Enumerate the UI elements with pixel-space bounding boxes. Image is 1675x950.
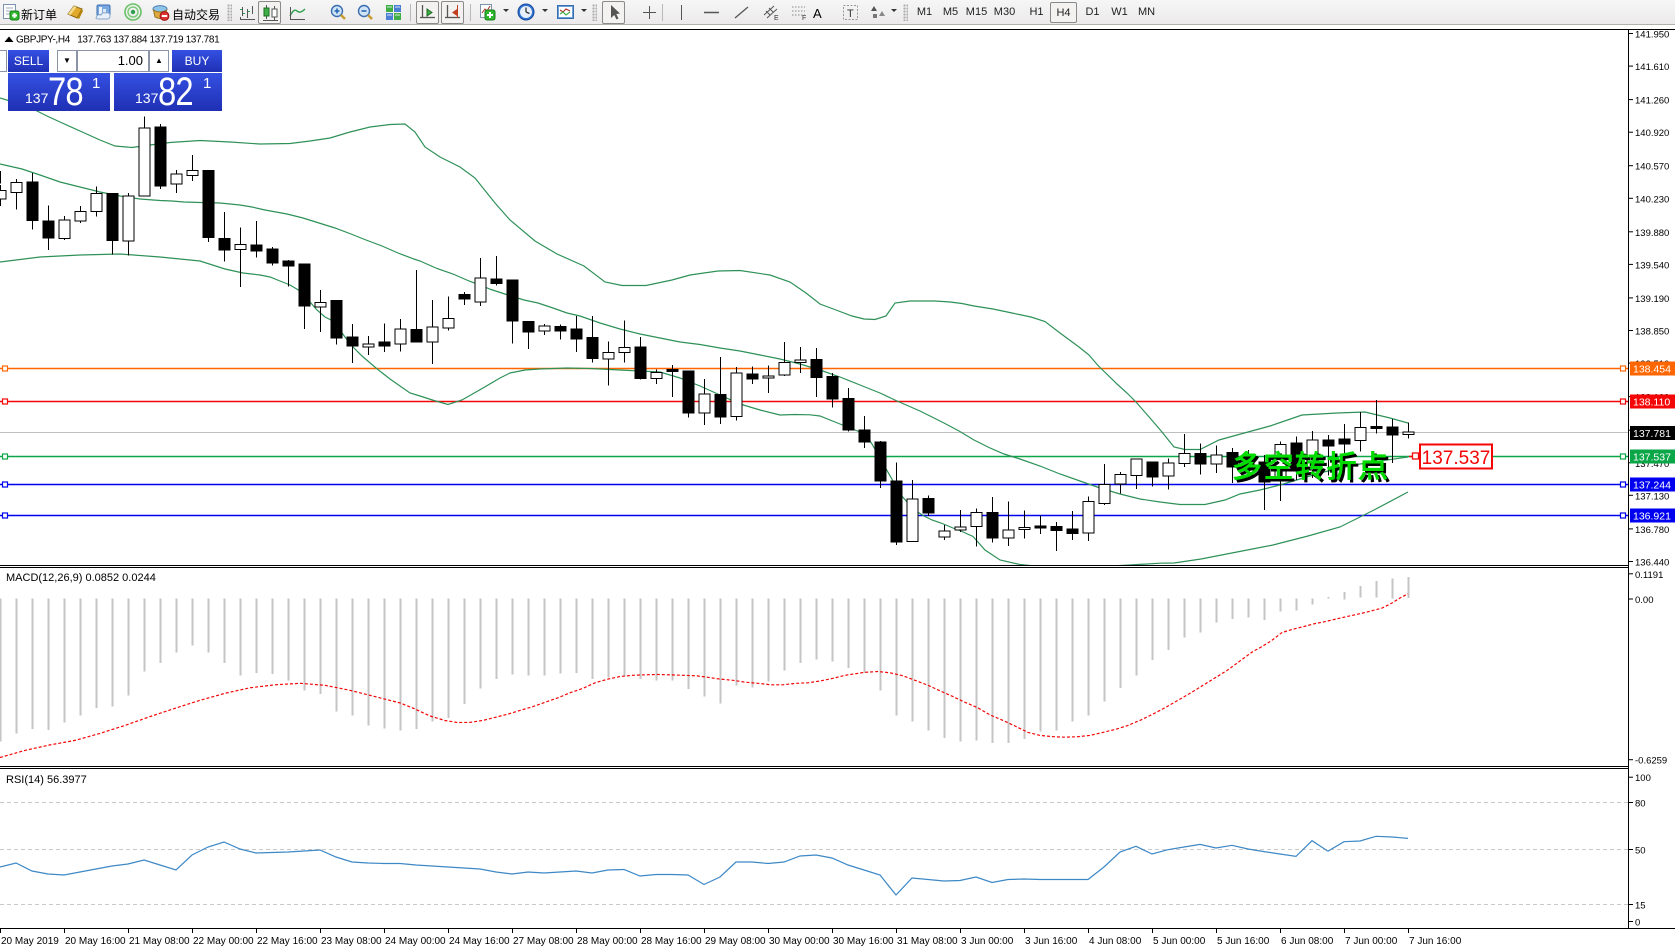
- svg-text:50: 50: [1635, 846, 1646, 857]
- svg-text:0.1191: 0.1191: [1635, 570, 1663, 581]
- svg-text:137.537: 137.537: [1422, 448, 1491, 469]
- svg-text:141.260: 141.260: [1635, 96, 1669, 107]
- svg-text:RSI(14) 56.3977: RSI(14) 56.3977: [6, 774, 87, 786]
- svg-text:138.110: 138.110: [1633, 397, 1670, 409]
- svg-text:0.00: 0.00: [1635, 595, 1654, 606]
- svg-text:28 May 00:00: 28 May 00:00: [577, 936, 638, 947]
- svg-text:多空转折点: 多空转折点: [1235, 454, 1393, 487]
- svg-text:-0.6259: -0.6259: [1635, 756, 1667, 767]
- svg-text:E: E: [774, 15, 779, 22]
- svg-text:137.244: 137.244: [1633, 480, 1671, 492]
- svg-text:3 Jun 16:00: 3 Jun 16:00: [1025, 936, 1078, 947]
- svg-text:4 Jun 08:00: 4 Jun 08:00: [1089, 936, 1142, 947]
- svg-text:F: F: [802, 15, 806, 22]
- svg-text:多空转折点: 多空转折点: [1232, 451, 1390, 484]
- svg-text:138.850: 138.850: [1635, 327, 1669, 338]
- svg-text:23 May 08:00: 23 May 08:00: [321, 936, 382, 947]
- svg-text:3 Jun 00:00: 3 Jun 00:00: [961, 936, 1014, 947]
- svg-text:27 May 08:00: 27 May 08:00: [513, 936, 574, 947]
- svg-text:138.454: 138.454: [1633, 364, 1671, 376]
- svg-text:GBPJPY-,H4 137.763 137.884 1: GBPJPY-,H4 137.763 137.884 137.719 137.7…: [16, 35, 220, 46]
- svg-text:139.190: 139.190: [1635, 294, 1669, 305]
- svg-text:137.537: 137.537: [1633, 452, 1671, 464]
- svg-text:137.130: 137.130: [1635, 491, 1669, 502]
- svg-text:31 May 08:00: 31 May 08:00: [897, 936, 958, 947]
- svg-text:5 Jun 16:00: 5 Jun 16:00: [1217, 936, 1270, 947]
- svg-text:0: 0: [1635, 918, 1640, 929]
- svg-text:20 May 2019: 20 May 2019: [1, 936, 59, 947]
- svg-text:7 Jun 16:00: 7 Jun 16:00: [1409, 936, 1462, 947]
- svg-text:137.781: 137.781: [1633, 428, 1671, 440]
- svg-text:22 May 16:00: 22 May 16:00: [257, 936, 318, 947]
- svg-text:T: T: [847, 8, 854, 20]
- svg-text:141.610: 141.610: [1635, 62, 1669, 73]
- svg-text:139.540: 139.540: [1635, 260, 1669, 271]
- svg-text:136.780: 136.780: [1635, 525, 1669, 536]
- svg-text:20 May 16:00: 20 May 16:00: [65, 936, 126, 947]
- svg-text:140.230: 140.230: [1635, 194, 1669, 205]
- svg-text:80: 80: [1635, 799, 1646, 810]
- svg-text:28 May 16:00: 28 May 16:00: [641, 936, 702, 947]
- svg-text:30 May 16:00: 30 May 16:00: [833, 936, 894, 947]
- svg-text:24 May 00:00: 24 May 00:00: [385, 936, 446, 947]
- svg-text:100: 100: [1635, 773, 1651, 784]
- svg-text:136.440: 136.440: [1635, 558, 1669, 569]
- svg-text:5 Jun 00:00: 5 Jun 00:00: [1153, 936, 1206, 947]
- svg-text:22 May 00:00: 22 May 00:00: [193, 936, 254, 947]
- svg-text:137.470: 137.470: [1635, 459, 1669, 470]
- svg-text:24 May 16:00: 24 May 16:00: [449, 936, 510, 947]
- svg-text:136.921: 136.921: [1633, 511, 1671, 523]
- svg-text:140.920: 140.920: [1635, 128, 1669, 139]
- svg-text:MACD(12,26,9) 0.0852 0.0244: MACD(12,26,9) 0.0852 0.0244: [6, 572, 156, 584]
- svg-text:6 Jun 08:00: 6 Jun 08:00: [1281, 936, 1334, 947]
- svg-text:21 May 08:00: 21 May 08:00: [129, 936, 190, 947]
- svg-text:7 Jun 00:00: 7 Jun 00:00: [1345, 936, 1398, 947]
- svg-text:140.570: 140.570: [1635, 162, 1669, 173]
- svg-text:139.880: 139.880: [1635, 228, 1669, 239]
- svg-text:29 May 08:00: 29 May 08:00: [705, 936, 766, 947]
- svg-text:30 May 00:00: 30 May 00:00: [769, 936, 830, 947]
- svg-text:15: 15: [1635, 901, 1646, 912]
- svg-text:141.950: 141.950: [1635, 30, 1669, 41]
